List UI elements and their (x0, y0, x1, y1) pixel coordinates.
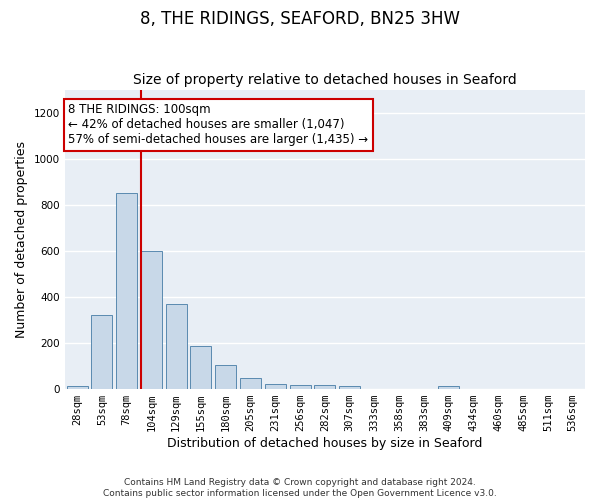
Bar (116, 193, 137, 389)
Title: Size of property relative to detached houses in Seaford: Size of property relative to detached ho… (133, 73, 517, 87)
Bar (314, 385, 335, 389)
Bar (215, 365, 236, 389)
Bar (91, 316, 112, 389)
Bar (438, 386, 459, 389)
Bar (240, 378, 261, 389)
Bar (339, 386, 360, 389)
Bar (190, 346, 211, 389)
Bar (67, 386, 88, 389)
Bar (265, 384, 286, 389)
Text: 8 THE RIDINGS: 100sqm
← 42% of detached houses are smaller (1,047)
57% of semi-d: 8 THE RIDINGS: 100sqm ← 42% of detached … (68, 104, 368, 146)
Y-axis label: Number of detached properties: Number of detached properties (15, 141, 28, 338)
X-axis label: Distribution of detached houses by size in Seaford: Distribution of detached houses by size … (167, 437, 482, 450)
Bar (166, 304, 187, 389)
Bar (290, 385, 311, 389)
Text: 8, THE RIDINGS, SEAFORD, BN25 3HW: 8, THE RIDINGS, SEAFORD, BN25 3HW (140, 10, 460, 28)
Bar (141, 251, 162, 389)
Text: Contains HM Land Registry data © Crown copyright and database right 2024.
Contai: Contains HM Land Registry data © Crown c… (103, 478, 497, 498)
